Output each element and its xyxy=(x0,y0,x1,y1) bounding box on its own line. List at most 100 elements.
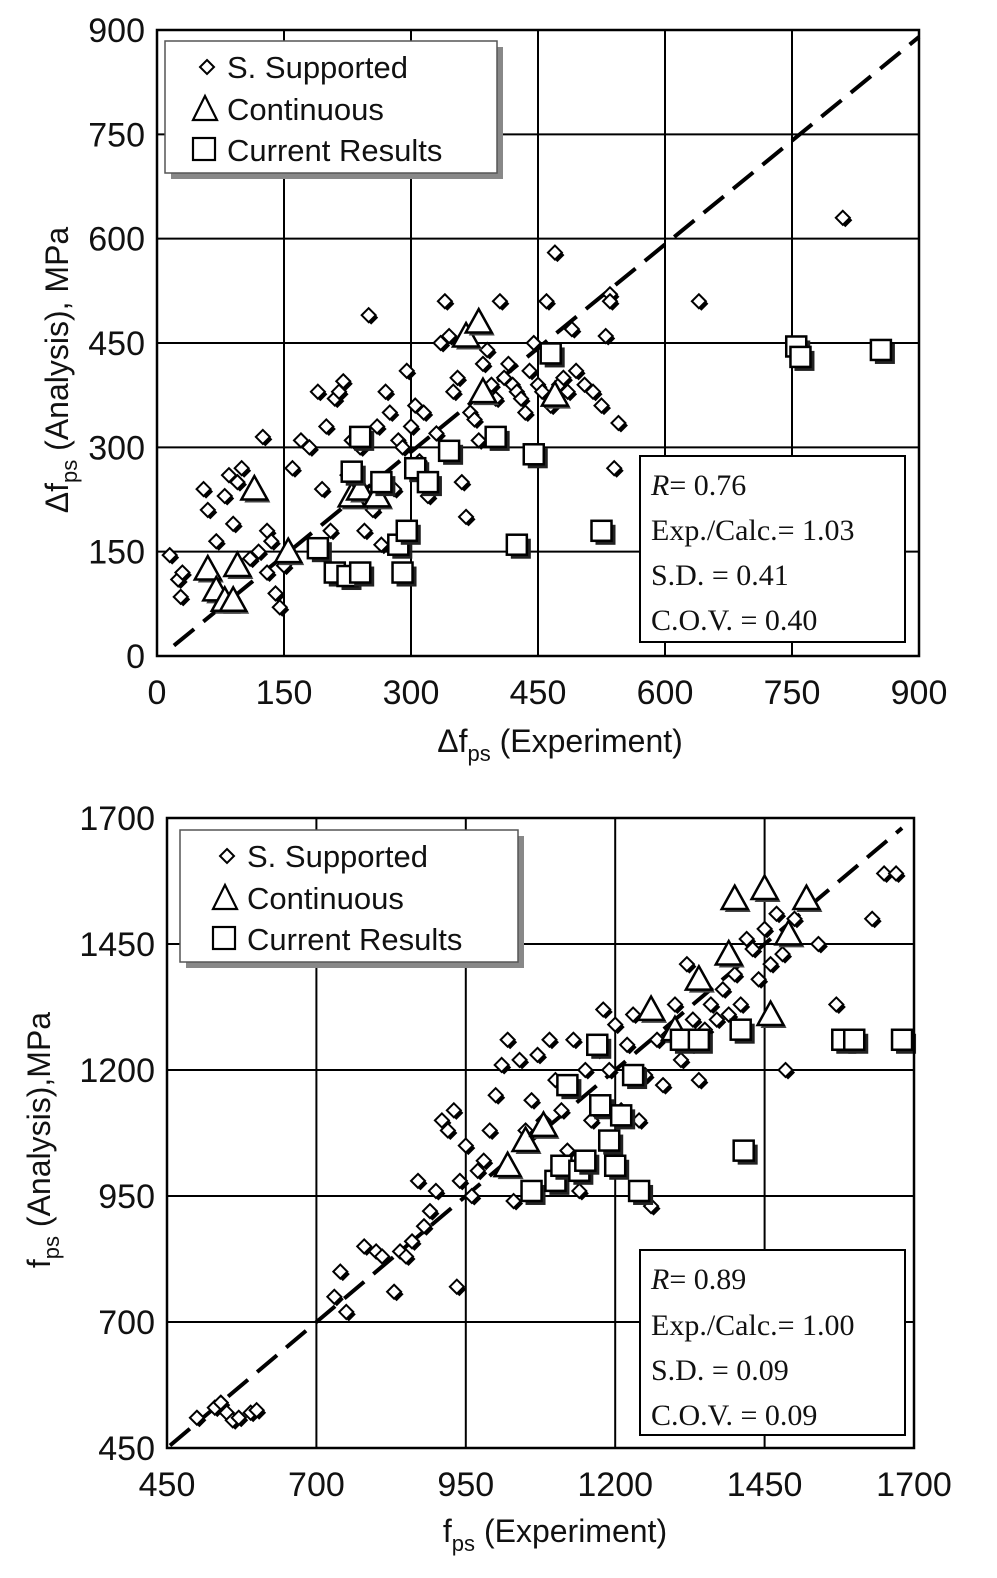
y-tick-label: 750 xyxy=(88,116,145,154)
data-point-diamond xyxy=(421,1202,439,1220)
data-point-diamond xyxy=(466,411,483,428)
data-point-diamond xyxy=(827,996,845,1013)
data-point-triangle xyxy=(683,963,714,991)
data-point-triangle xyxy=(528,1109,559,1138)
y-tick-label: 700 xyxy=(98,1304,155,1342)
data-point-diamond xyxy=(241,550,259,568)
x-tick-label: 900 xyxy=(891,674,948,712)
data-point-diamond xyxy=(487,1086,505,1104)
data-point-diamond xyxy=(220,466,238,484)
data-point-square xyxy=(869,338,893,362)
y-tick-label: 950 xyxy=(98,1178,155,1216)
data-point-triangle xyxy=(713,938,744,966)
data-point-diamond xyxy=(516,404,534,421)
data-point-diamond xyxy=(402,418,420,435)
data-point-diamond xyxy=(525,334,543,352)
chart2-stats-box: R= 0.89 Exp./Calc.= 1.00 S.D. = 0.09 C.O… xyxy=(639,1249,906,1436)
data-point-diamond xyxy=(593,397,610,415)
legend-triangle-marker xyxy=(211,882,239,911)
data-point-triangle xyxy=(719,883,750,911)
data-point-diamond xyxy=(224,515,242,533)
data-point-triangle xyxy=(510,1124,541,1153)
data-point-triangle xyxy=(463,306,494,334)
data-point-diamond xyxy=(368,418,386,435)
data-point-diamond xyxy=(445,1101,463,1119)
data-point-diamond xyxy=(533,383,551,401)
data-point-diamond xyxy=(624,1006,642,1023)
data-point-square xyxy=(789,345,812,369)
data-point-square xyxy=(522,443,546,466)
chart1-series-continuous xyxy=(192,306,571,614)
data-point-triangle xyxy=(492,1150,523,1178)
data-point-diamond xyxy=(448,1278,466,1296)
data-point-square xyxy=(574,1149,597,1172)
data-point-diamond xyxy=(567,362,585,380)
data-point-diamond xyxy=(584,383,602,401)
chart1-stat-sd: S.D. = 0.41 xyxy=(651,559,789,592)
data-point-diamond xyxy=(478,341,496,359)
data-point-square xyxy=(597,1129,621,1152)
data-point-square xyxy=(340,460,363,483)
data-point-diamond xyxy=(325,1288,343,1306)
data-point-square xyxy=(586,1033,609,1057)
y-tick-label: 900 xyxy=(88,12,145,50)
data-point-diamond xyxy=(606,1016,624,1034)
chart1-stat-exp-calc: Exp./Calc.= 1.03 xyxy=(651,514,855,547)
chart2-legend-current-results: Current Results xyxy=(247,922,462,957)
y-tick-label: 1200 xyxy=(79,1052,155,1090)
data-point-diamond xyxy=(481,1122,499,1139)
chart2-plot-frame xyxy=(165,816,916,1450)
data-point-diamond xyxy=(512,390,530,408)
chart2-x-axis-title: fps (Experiment) xyxy=(443,1513,667,1556)
chart-fps: 450 700 950 1200 1450 1700 450 700 950 1200 1450 1… xyxy=(21,800,952,1556)
data-point-triangle xyxy=(192,553,223,581)
data-point-diamond xyxy=(457,1137,475,1155)
legend-triangle-marker xyxy=(191,93,219,122)
data-point-square xyxy=(729,1018,752,1041)
data-point-diamond xyxy=(559,383,577,401)
data-point-diamond xyxy=(317,418,335,435)
data-point-diamond xyxy=(756,920,774,938)
data-point-diamond xyxy=(394,438,411,456)
chart2-legend-s-supported: S. Supported xyxy=(247,839,428,874)
data-point-diamond xyxy=(553,1101,570,1119)
data-point-diamond xyxy=(491,292,509,310)
data-point-diamond xyxy=(648,1031,666,1049)
y-tick-label: 300 xyxy=(88,429,145,467)
data-point-diamond xyxy=(505,1192,523,1210)
data-point-square xyxy=(348,425,372,449)
data-point-diamond xyxy=(292,431,310,449)
chart2-stat-exp-calc: Exp./Calc.= 1.00 xyxy=(651,1309,855,1342)
data-point-diamond xyxy=(433,1111,451,1129)
data-point-square xyxy=(603,1154,627,1178)
data-point-diamond xyxy=(427,425,445,442)
chart2-y-axis-title: fps (Analysis),MPa xyxy=(21,1012,64,1268)
chart2-stat-r: R= 0.89 xyxy=(650,1263,746,1296)
data-point-diamond xyxy=(714,980,732,998)
data-point-diamond xyxy=(563,320,581,338)
chart1-x-axis-title: Δfps (Experiment) xyxy=(437,723,683,766)
data-point-diamond xyxy=(229,473,246,491)
data-point-square xyxy=(890,1028,914,1052)
x-tick-label: 700 xyxy=(288,1466,345,1504)
chart1-legend-continuous: Continuous xyxy=(227,92,384,127)
data-point-diamond xyxy=(529,1046,546,1064)
data-point-triangle xyxy=(791,883,822,911)
data-point-diamond xyxy=(708,1011,726,1029)
data-point-diamond xyxy=(777,1061,794,1079)
x-tick-label: 1700 xyxy=(876,1466,952,1504)
data-point-diamond xyxy=(381,404,399,421)
data-point-triangle xyxy=(749,872,780,901)
chart1-stats-box: R= 0.76 Exp./Calc.= 1.03 S.D. = 0.41 C.O… xyxy=(639,455,906,643)
data-point-diamond xyxy=(768,905,785,923)
data-point-diamond xyxy=(258,564,276,581)
data-point-diamond xyxy=(774,945,791,963)
data-point-diamond xyxy=(409,1172,427,1190)
data-point-diamond xyxy=(161,546,179,564)
y-tick-label: 600 xyxy=(88,221,145,259)
chart1-plot-frame xyxy=(155,28,921,658)
data-point-diamond xyxy=(702,996,720,1013)
chart-delta-fps: 0 150 300 450 600 750 900 0150300450600750900 … xyxy=(39,12,947,766)
data-point-diamond xyxy=(216,487,234,505)
chart1-legend: S. Supported Continuous Current Results xyxy=(164,40,503,179)
